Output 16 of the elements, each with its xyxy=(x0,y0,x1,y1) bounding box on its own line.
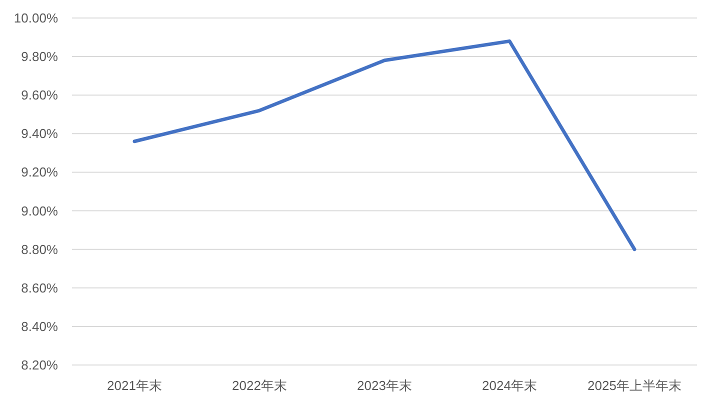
y-tick-label: 9.80% xyxy=(21,49,58,64)
y-tick-label: 9.40% xyxy=(21,126,58,142)
y-tick-label: 10.00% xyxy=(14,10,58,26)
x-tick-label: 2021年末 xyxy=(107,378,162,393)
line-series xyxy=(132,39,636,252)
x-tick-label: 2025年上半年末 xyxy=(588,378,682,393)
y-tick-label: 9.60% xyxy=(21,88,58,103)
x-tick-label: 2023年末 xyxy=(357,378,412,393)
y-tick-label: 8.80% xyxy=(21,242,58,257)
x-tick-label: 2024年末 xyxy=(482,378,537,393)
y-tick-label: 8.20% xyxy=(21,358,58,372)
x-tick-label: 2022年末 xyxy=(232,378,287,393)
y-tick-label: 8.60% xyxy=(21,280,58,296)
y-tick-label: 9.20% xyxy=(21,164,58,180)
y-tick-label: 9.00% xyxy=(21,203,58,218)
y-tick-label: 8.40% xyxy=(21,318,58,334)
